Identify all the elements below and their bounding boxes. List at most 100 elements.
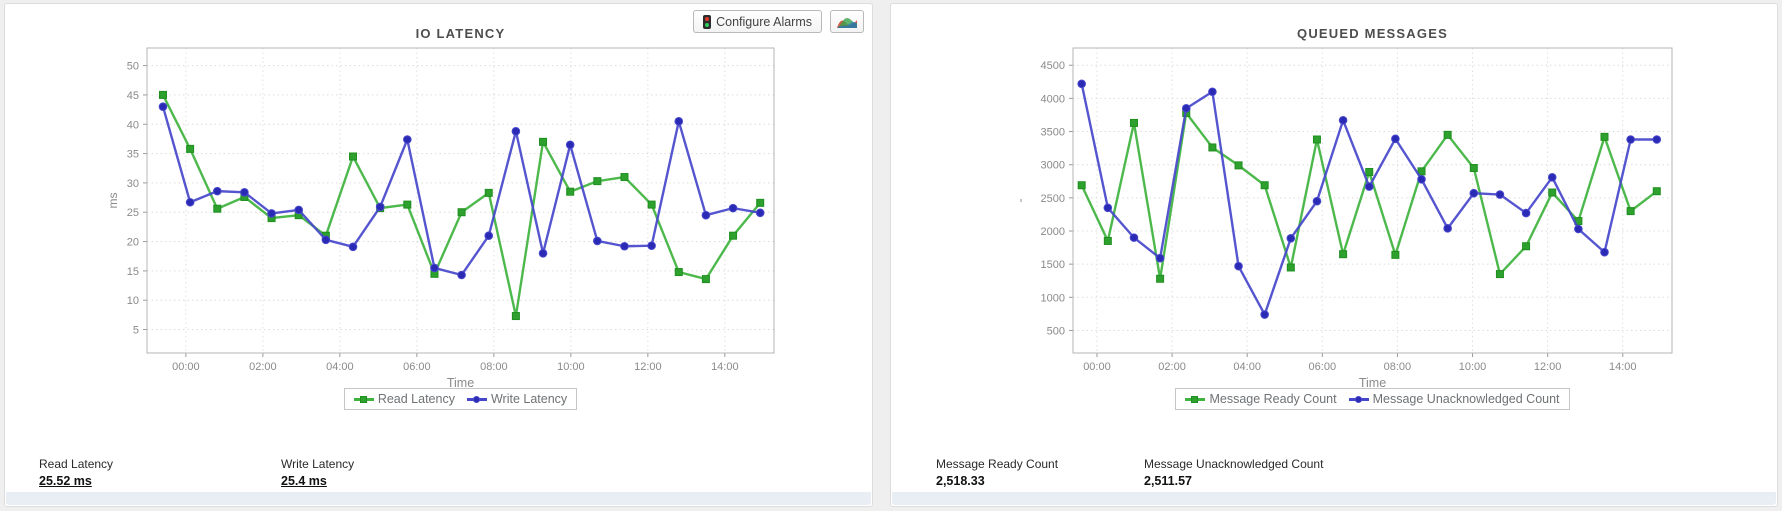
- chart-toolbar: Configure Alarms: [693, 10, 864, 33]
- data-point-circle: [1547, 172, 1557, 182]
- io-latency-panel: Configure Alarms IO LATENCY 5 10 15 20 25 30 3…: [4, 3, 873, 507]
- chart-title-queued-messages: QUEUED MESSAGES: [1297, 26, 1448, 41]
- series-line: [1080, 82, 1658, 316]
- x-tick-label: 08:00: [480, 361, 508, 373]
- data-point-circle: [593, 236, 602, 246]
- message-unacknowledged-stat-label: Message Unacknowledged Count: [1144, 457, 1324, 471]
- y-tick-label: 30: [127, 178, 139, 190]
- data-point-circle: [1260, 310, 1269, 319]
- data-point-square: [1626, 207, 1635, 216]
- data-point-square: [620, 173, 629, 182]
- data-point-circle: [430, 263, 439, 273]
- configure-alarms-button[interactable]: Configure Alarms: [693, 10, 822, 33]
- data-point-circle: [1652, 135, 1662, 144]
- data-point-circle: [240, 187, 249, 197]
- panel-footer-strip: [892, 492, 1776, 505]
- data-point-circle: [755, 208, 765, 218]
- data-point-circle: [565, 140, 575, 150]
- x-tick-label: 06:00: [1309, 361, 1337, 373]
- data-point-circle: [1521, 208, 1531, 218]
- data-point-circle: [185, 197, 195, 207]
- y-tick-label: 45: [127, 90, 139, 102]
- x-tick-label: 12:00: [1534, 361, 1562, 373]
- data-point-square: [1339, 250, 1348, 259]
- data-point-square: [1443, 130, 1452, 139]
- write-latency-stat-value[interactable]: 25.4 ms: [281, 474, 327, 488]
- line-chart-icon: [837, 18, 857, 28]
- data-point-square: [674, 268, 683, 277]
- data-point-square: [1469, 164, 1478, 173]
- data-point-square: [1208, 143, 1217, 152]
- data-point-square: [1522, 242, 1531, 251]
- data-point-circle: [1312, 196, 1322, 206]
- data-point-circle: [457, 270, 466, 280]
- legend-item-write-latency[interactable]: Write Latency: [466, 392, 567, 406]
- square-marker-icon: [1185, 395, 1206, 404]
- x-tick-label: 10:00: [1459, 361, 1487, 373]
- data-point-circle: [1181, 104, 1191, 113]
- queued-messages-panel: QUEUED MESSAGES 500 1000 1500 2000 2500 3000 3…: [890, 3, 1778, 507]
- data-point-square: [349, 152, 358, 161]
- data-point-square: [1495, 270, 1504, 279]
- data-point-circle: [1129, 233, 1139, 242]
- circle-marker-icon: [466, 395, 487, 404]
- data-point-circle: [1077, 79, 1086, 89]
- data-point-square: [1156, 274, 1165, 283]
- data-point-square: [1600, 132, 1609, 141]
- x-tick-label: 00:00: [172, 361, 200, 373]
- data-point-circle: [728, 203, 738, 213]
- write-latency-stat: Write Latency 25.4 ms: [281, 457, 354, 488]
- legend-item-message-unacknowledged-count[interactable]: Message Unacknowledged Count: [1348, 392, 1560, 406]
- data-point-circle: [511, 126, 521, 136]
- y-tick-label: 25: [127, 207, 139, 219]
- read-latency-stat: Read Latency 25.52 ms: [39, 457, 113, 488]
- data-point-circle: [294, 205, 304, 215]
- data-point-circle: [1495, 190, 1505, 199]
- y-tick-label: 4000: [1041, 93, 1065, 105]
- data-point-circle: [1208, 87, 1217, 97]
- data-point-square: [158, 90, 167, 99]
- message-ready-stat-value: 2,518.33: [936, 474, 985, 488]
- data-point-circle: [484, 231, 494, 240]
- chart-view-button[interactable]: [830, 10, 864, 33]
- data-point-circle: [647, 241, 656, 250]
- data-point-circle: [1338, 115, 1348, 125]
- legend-item-message-ready-count[interactable]: Message Ready Count: [1185, 392, 1337, 406]
- data-point-square: [1365, 167, 1374, 176]
- x-tick-label: 02:00: [1158, 361, 1186, 373]
- x-tick-label: 06:00: [403, 361, 431, 373]
- data-point-square: [1103, 236, 1112, 245]
- series-line: [161, 93, 762, 318]
- y-tick-label: 40: [127, 119, 139, 131]
- plot-border: [1072, 47, 1673, 354]
- data-point-circle: [375, 202, 385, 212]
- data-point-square: [756, 198, 765, 207]
- chart-title-io-latency: IO LATENCY: [415, 26, 506, 41]
- data-point-square: [1652, 187, 1661, 196]
- traffic-light-icon: [703, 14, 712, 29]
- y-tick-label: 1000: [1041, 292, 1065, 304]
- data-point-circle: [403, 135, 412, 144]
- y-tick-label: 3500: [1041, 127, 1065, 139]
- message-ready-stat: Message Ready Count 2,518.33: [936, 457, 1058, 488]
- data-point-square: [403, 200, 412, 209]
- data-point-circle: [1155, 253, 1165, 263]
- y-tick-label: 50: [127, 61, 139, 73]
- data-point-circle: [1469, 188, 1479, 198]
- y-tick-label: 10: [127, 295, 139, 307]
- y-axis-title: ms: [106, 193, 120, 209]
- legend-label: Message Ready Count: [1209, 392, 1337, 406]
- read-latency-stat-value[interactable]: 25.52 ms: [39, 474, 92, 488]
- legend-item-read-latency[interactable]: Read Latency: [353, 392, 455, 406]
- io-latency-chart: 5 10 15 20 25 30 35 40 45 50 00:00 02:00 04:00 06:00 0…: [106, 47, 775, 390]
- y-tick-label: 15: [127, 266, 139, 278]
- x-tick-label: 02:00: [249, 361, 277, 373]
- data-point-circle: [212, 186, 222, 196]
- data-point-circle: [321, 235, 331, 245]
- plot-border: [146, 47, 775, 354]
- message-ready-stat-label: Message Ready Count: [936, 457, 1059, 471]
- x-axis-title: Time: [1359, 376, 1386, 390]
- data-point-circle: [620, 241, 629, 251]
- data-point-square: [484, 188, 493, 197]
- data-point-square: [213, 204, 222, 213]
